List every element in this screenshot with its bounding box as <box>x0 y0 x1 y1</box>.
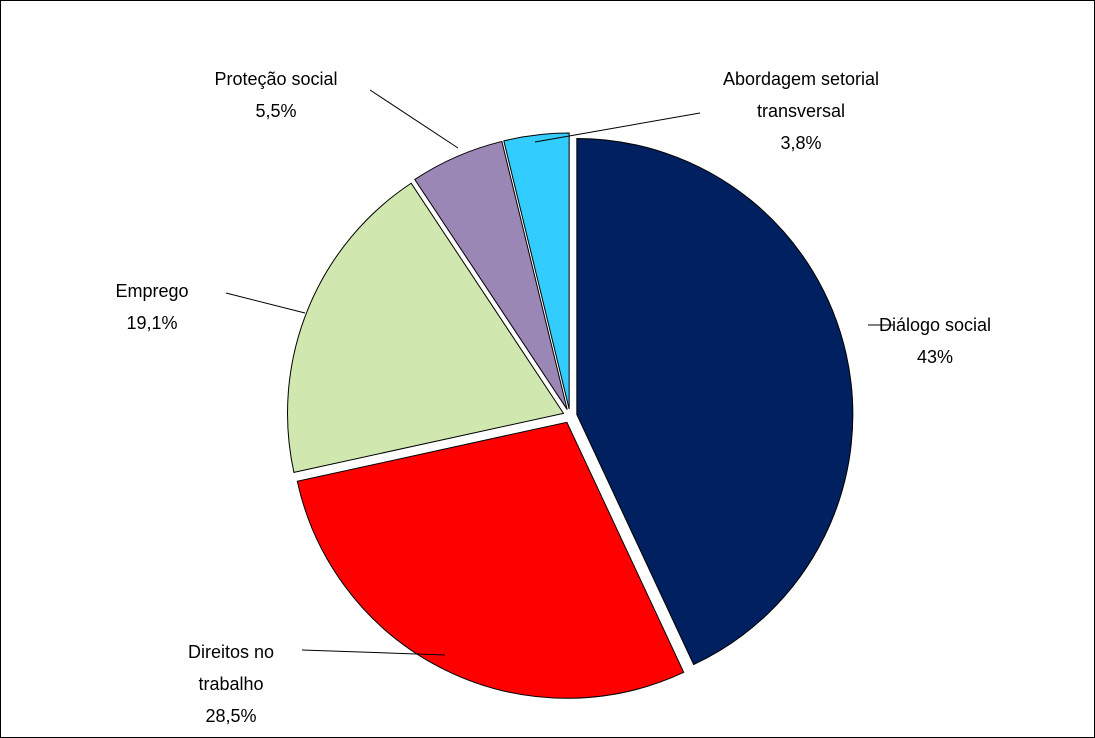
label-abordagem-setorial: Abordagem setorial transversal 3,8% <box>723 69 879 153</box>
label-direitos-no-trabalho: Direitos no trabalho 28,5% <box>188 642 274 726</box>
slice-value-abordagem-setorial: 3,8% <box>780 133 821 153</box>
slice-label-abordagem-line2: transversal <box>757 101 845 121</box>
label-dialogo-social: Diálogo social 43% <box>879 315 991 367</box>
leader-line-emprego <box>225 292 306 314</box>
slice-label-abordagem-line1: Abordagem setorial <box>723 69 879 89</box>
slice-value-emprego: 19,1% <box>126 313 177 333</box>
pie-slice-abordagem-setorial <box>503 132 570 410</box>
slice-label-direitos-line1: Direitos no <box>188 642 274 662</box>
slice-label-dialogo-social: Diálogo social <box>879 315 991 335</box>
label-emprego: Emprego 19,1% <box>115 281 188 333</box>
slice-value-direitos-no-trabalho: 28,5% <box>205 706 256 726</box>
slice-label-direitos-line2: trabalho <box>198 674 263 694</box>
slice-label-emprego: Emprego <box>115 281 188 301</box>
slice-value-dialogo-social: 43% <box>917 347 953 367</box>
leader-line-direitos-no-trabalho <box>301 649 446 656</box>
pie-slice-direitos-no-trabalho <box>296 421 685 699</box>
slices-layer <box>287 132 854 699</box>
pie-slice-protecao-social <box>414 140 568 410</box>
leader-line-protecao-social <box>369 89 459 149</box>
leader-lines-layer <box>225 89 893 656</box>
pie-slice-emprego <box>287 182 565 473</box>
pie-slice-dialogo-social <box>576 137 854 666</box>
slice-value-protecao-social: 5,5% <box>255 101 296 121</box>
leader-line-abordagem-setorial <box>534 112 701 143</box>
label-protecao-social: Proteção social 5,5% <box>214 69 337 121</box>
slice-label-protecao-social: Proteção social <box>214 69 337 89</box>
